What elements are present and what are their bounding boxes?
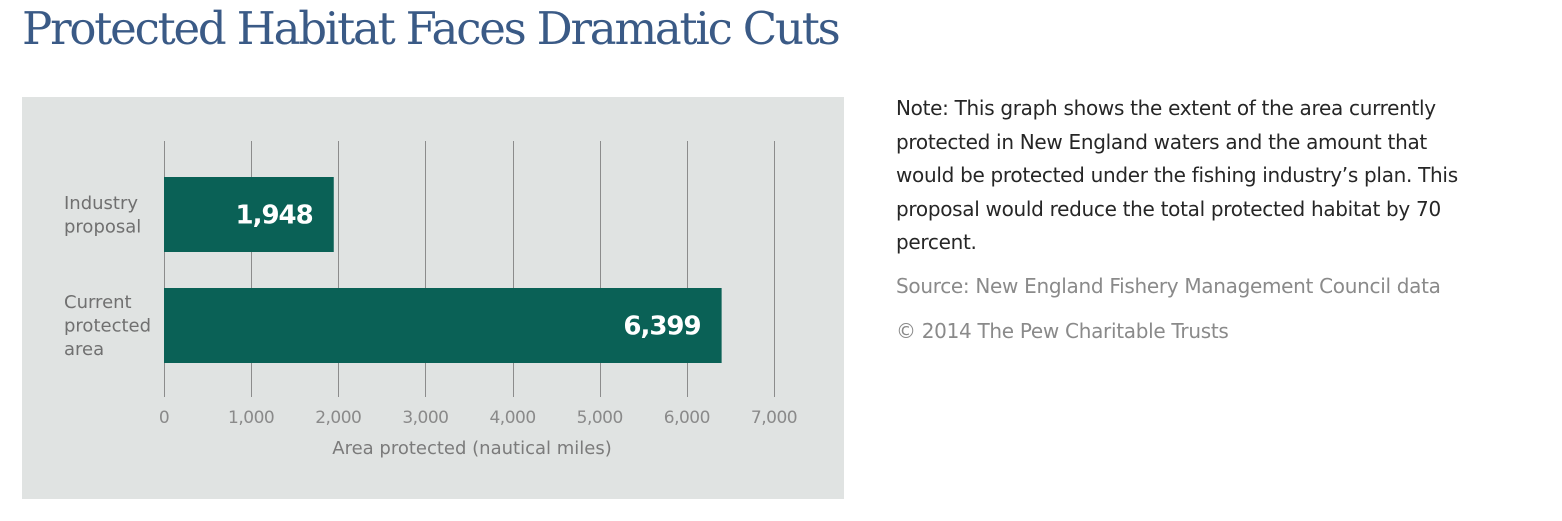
category-labels: Industry proposal Current protected area (64, 193, 151, 360)
category-label-line: proposal (64, 216, 141, 237)
bar (164, 288, 722, 363)
bars: 1,948 6,399 (164, 177, 722, 363)
x-tick-label: 3,000 (402, 408, 448, 428)
bar-value-label: 6,399 (623, 312, 700, 342)
side-notes: Note: This graph shows the extent of the… (896, 92, 1476, 349)
x-tick-label: 7,000 (751, 408, 797, 428)
x-tick-labels: 0 1,000 2,000 3,000 4,000 5,000 6,000 7,000 (159, 408, 798, 428)
bar (164, 177, 334, 252)
x-tick-label: 2,000 (315, 408, 361, 428)
chart-panel: 1,948 6,399 Industry proposal Current protec… (22, 97, 844, 499)
x-tick-label: 0 (159, 408, 169, 428)
x-axis-title: Area protected (nautical miles) (332, 438, 611, 459)
category-label: Industry proposal (64, 193, 141, 238)
category-label-line: Current (64, 292, 132, 313)
page-title: Protected Habitat Faces Dramatic Cuts (22, 2, 841, 55)
bar-value-label: 1,948 (236, 201, 313, 231)
category-label: Current protected area (64, 292, 151, 360)
x-tick-label: 4,000 (489, 408, 535, 428)
source-text: Source: New England Fishery Management C… (896, 273, 1441, 298)
note-text: Note: This graph shows the extent of the… (896, 96, 1458, 254)
x-tick-label: 6,000 (664, 408, 710, 428)
category-label-line: Industry (64, 193, 138, 214)
category-label-line: protected (64, 316, 151, 337)
category-label-line: area (64, 339, 104, 360)
copyright-text: © 2014 The Pew Charitable Trusts (896, 319, 1229, 343)
bar-chart: 1,948 6,399 Industry proposal Current protec… (64, 141, 798, 459)
x-tick-label: 1,000 (228, 408, 274, 428)
x-tick-label: 5,000 (577, 408, 623, 428)
